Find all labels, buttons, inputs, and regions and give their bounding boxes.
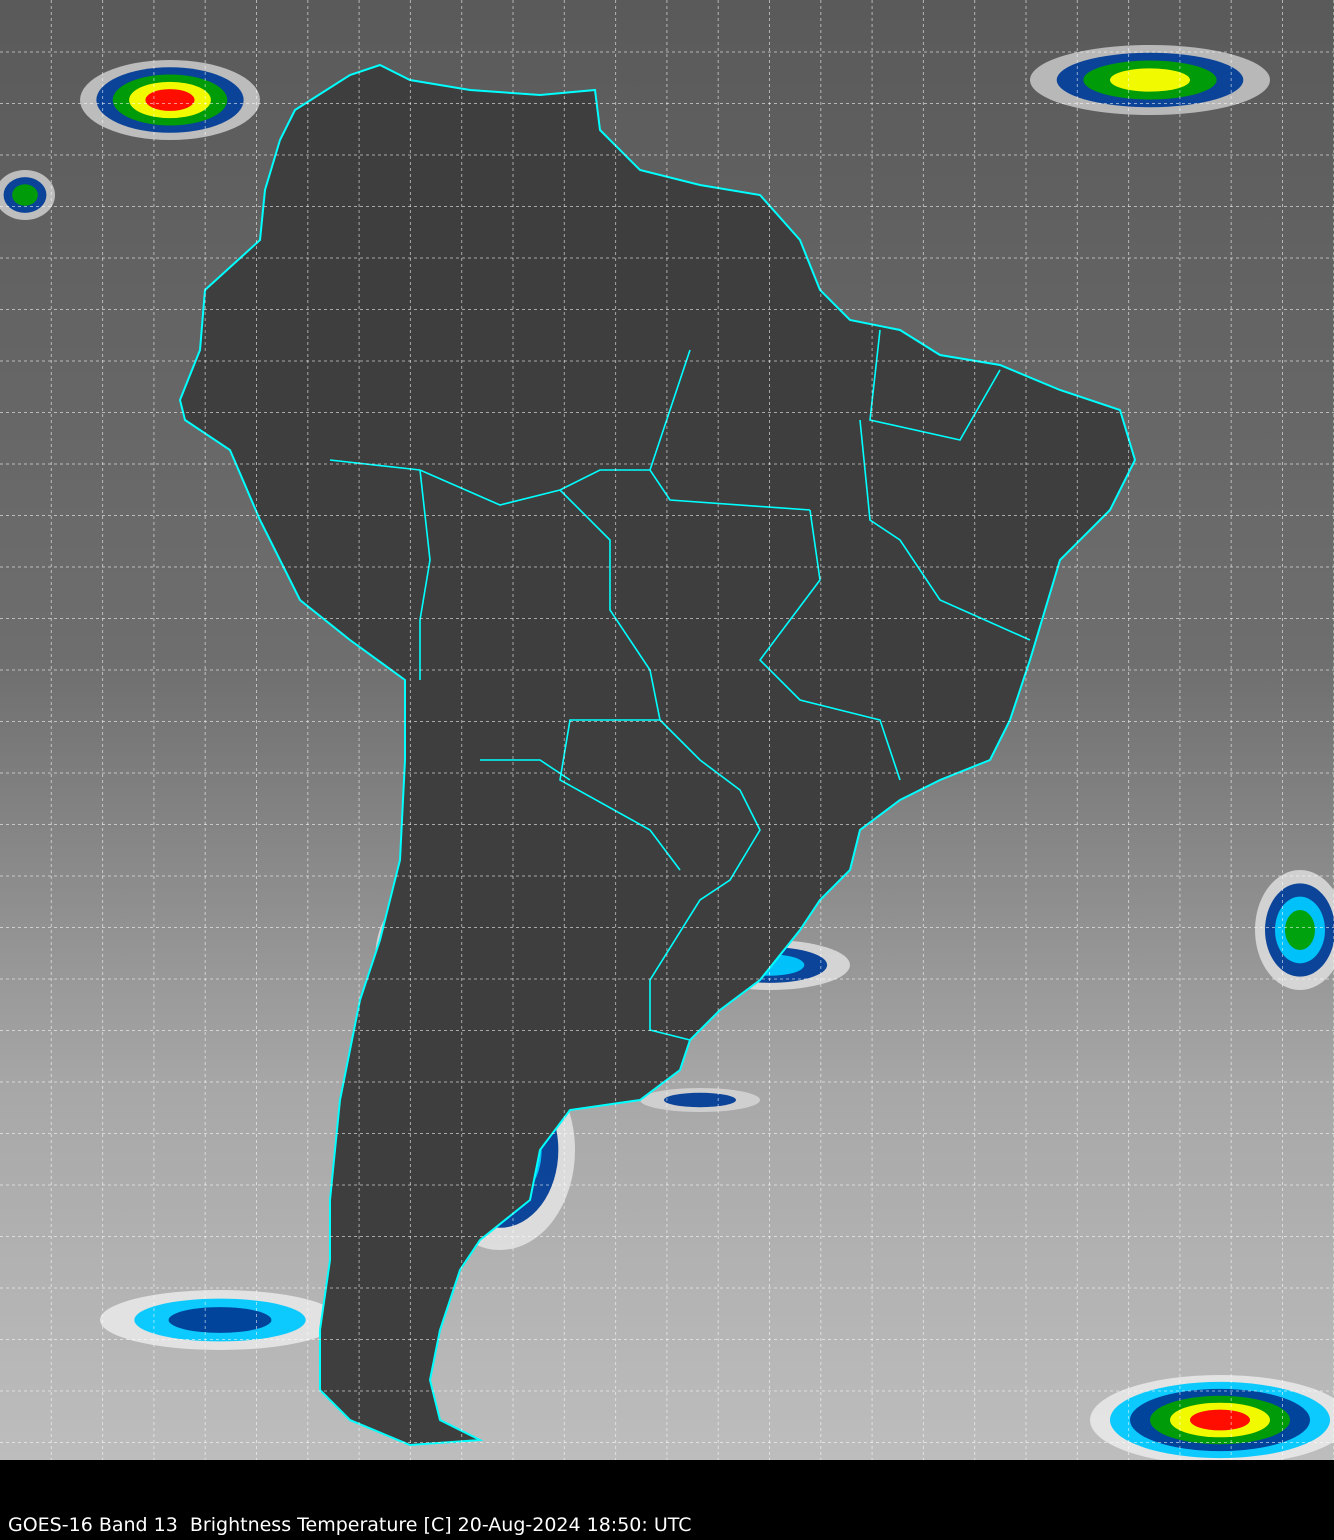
cloud-top-region [12, 184, 38, 206]
image-caption: GOES-16 Band 13 Brightness Temperature [… [8, 1514, 692, 1536]
continent-outline [178, 63, 1137, 1447]
lat-lon-grid [0, 0, 1334, 1460]
cloud-top-region [664, 1092, 736, 1108]
cloud-top-region [145, 89, 195, 111]
cloud-top-region [1110, 68, 1190, 92]
cloud-top-region [168, 1307, 272, 1333]
cloud-top-region [1190, 1409, 1250, 1431]
satellite-image [0, 0, 1334, 1460]
cloud-top-region [1285, 910, 1315, 950]
